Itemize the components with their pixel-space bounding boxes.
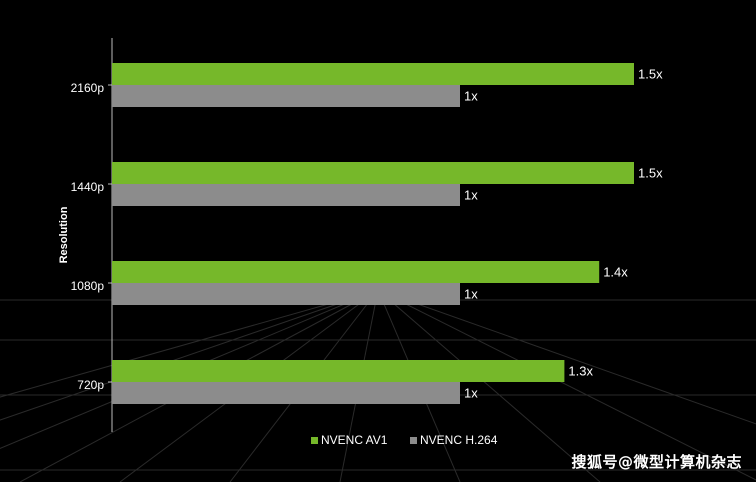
bar-group: 2160p 1.5x 1x: [71, 63, 663, 107]
bar-group: 1440p 1.5x 1x: [71, 162, 663, 206]
data-label: 1.5x: [638, 165, 663, 180]
floor-grid-line: [0, 289, 379, 398]
category-tick-label: 1080p: [71, 279, 105, 293]
watermark: 搜狐号@微型计算机杂志: [571, 453, 742, 471]
legend-label: NVENC H.264: [420, 433, 498, 447]
legend-swatch: [311, 437, 318, 444]
floor-grid-line: [377, 289, 601, 482]
data-label: 1.3x: [568, 363, 593, 378]
legend: NVENC AV1 NVENC H.264: [311, 433, 498, 447]
bar-av1: [112, 360, 565, 382]
data-label: 1x: [464, 286, 478, 301]
bar-h264: [112, 85, 460, 107]
bar-av1: [112, 261, 600, 283]
floor-grid-line: [0, 289, 379, 421]
bar-h264: [112, 283, 460, 305]
bars: 2160p 1.5x 1x 1440p 1.5x 1x 1080p 1.4x 1x 720p 1.3…: [71, 63, 663, 404]
data-label: 1x: [464, 385, 478, 400]
data-label: 1.5x: [638, 66, 663, 81]
floor-grid-line: [377, 289, 756, 481]
category-tick-label: 1440p: [71, 180, 105, 194]
category-tick-label: 2160p: [71, 81, 105, 95]
legend-label: NVENC AV1: [321, 433, 388, 447]
bar-av1: [112, 63, 634, 85]
category-tick-label: 720p: [77, 378, 104, 392]
data-label: 1x: [464, 187, 478, 202]
bar-h264: [112, 382, 460, 404]
legend-swatch: [410, 437, 417, 444]
y-axis-title: Resolution: [58, 206, 70, 263]
bar-av1: [112, 162, 634, 184]
bar-group: 1080p 1.4x 1x: [71, 261, 628, 305]
data-label: 1x: [464, 88, 478, 103]
bar-h264: [112, 184, 460, 206]
floor-grid-line: [377, 289, 756, 425]
data-label: 1.4x: [603, 264, 628, 279]
bar-group: 720p 1.3x 1x: [77, 360, 593, 404]
